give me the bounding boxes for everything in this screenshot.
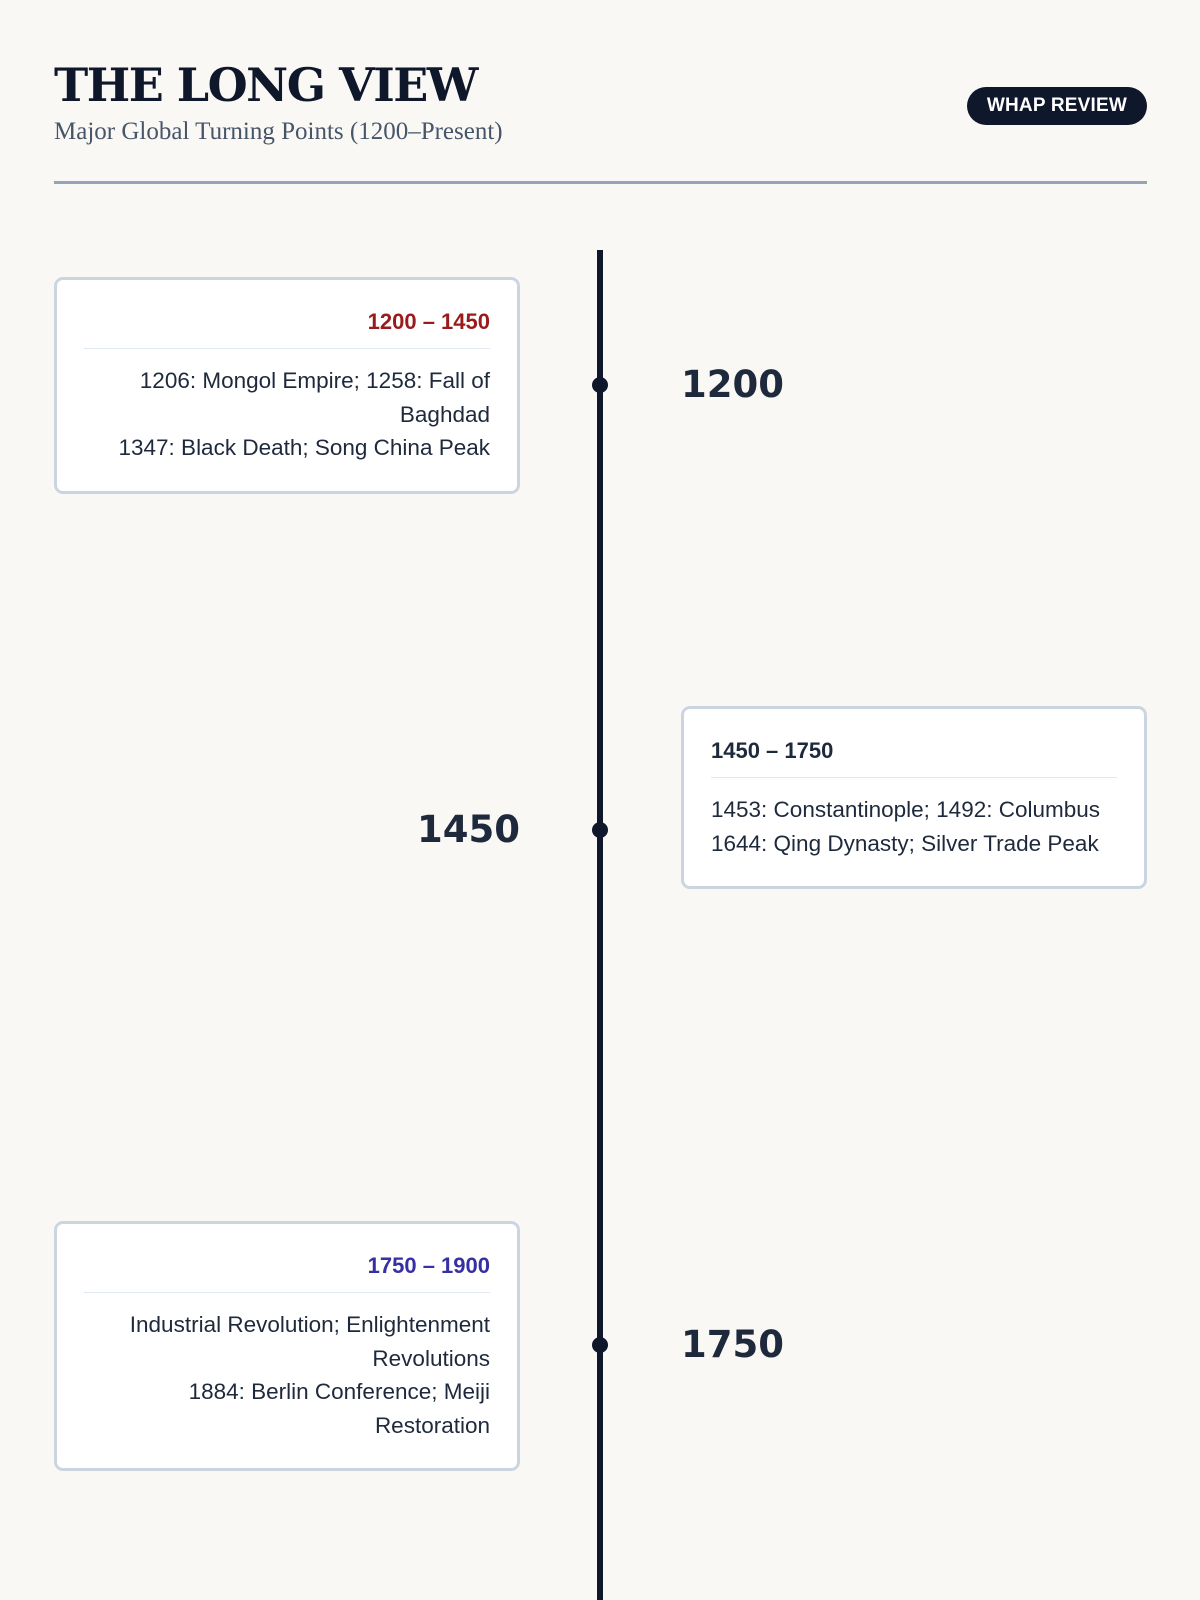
period-range-1750-1900: 1750 – 1900: [84, 1252, 490, 1293]
page-title: THE LONG VIEW: [54, 58, 478, 112]
period-range-1450-1750: 1450 – 1750: [711, 737, 1117, 778]
period-card-1450-1750: 1450 – 1750 1453: Constantinople; 1492: …: [681, 706, 1147, 889]
header-divider: [54, 181, 1147, 184]
period-card-1750-1900: 1750 – 1900 Industrial Revolution; Enlig…: [54, 1221, 520, 1471]
period-event-line: 1347: Black Death; Song China Peak: [118, 435, 491, 460]
period-event-line: 1644: Qing Dynasty; Silver Trade Peak: [711, 830, 1099, 856]
timeline-marker-dot-1200: [592, 377, 608, 393]
period-event-line: 1884: Berlin Conference; Meiji Restorati…: [188, 1379, 490, 1438]
timeline-axis: [597, 250, 603, 1600]
period-event-line: Industrial Revolution; Enlightenment Rev…: [129, 1312, 490, 1371]
timeline-year-1750: 1750: [681, 1323, 784, 1366]
period-event-line: 1206: Mongol Empire; 1258: Fall of Baghd…: [139, 368, 490, 427]
timeline-marker-dot-1450: [592, 822, 608, 838]
timeline-year-1200: 1200: [681, 363, 784, 406]
review-badge: WHAP REVIEW: [966, 87, 1147, 125]
page-header: THE LONG VIEW Major Global Turning Point…: [54, 56, 1147, 184]
period-card-1200-1450: 1200 – 1450 1206: Mongol Empire; 1258: F…: [54, 277, 520, 494]
period-event-line: 1453: Constantinople; 1492: Columbus: [711, 797, 1101, 822]
page-subtitle: Major Global Turning Points (1200–Presen…: [54, 118, 503, 145]
timeline-year-1450: 1450: [417, 808, 520, 851]
timeline-marker-dot-1750: [592, 1337, 608, 1353]
period-range-1200-1450: 1200 – 1450: [84, 308, 490, 349]
